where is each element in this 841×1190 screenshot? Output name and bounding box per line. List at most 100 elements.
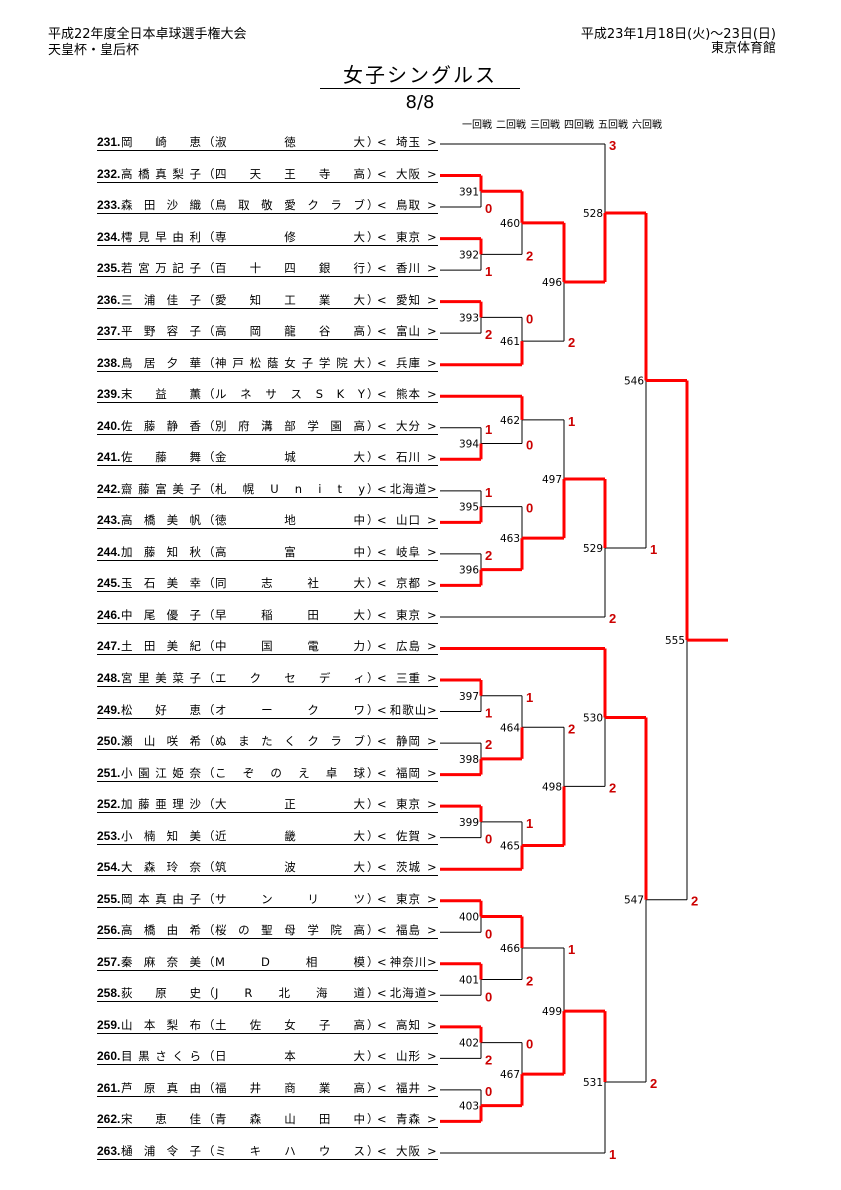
match-score: 0 [485, 926, 492, 941]
round-header: 五回戦 [598, 120, 628, 131]
bracket-open: < [377, 671, 387, 685]
player-prefecture: 大分 [396, 418, 420, 433]
bracket-close: > [427, 891, 437, 906]
player-prefecture: 岐阜 [396, 544, 420, 559]
player-prefecture: 大阪 [396, 166, 420, 181]
bracket-close: > [427, 355, 437, 370]
bracket-open: < [377, 324, 387, 339]
player-row: 248. 宮里美菜子（エクセディ） < 三重 > [97, 671, 438, 687]
match-score: 2 [650, 1076, 657, 1091]
player-row: 256. 高橋由希（桜の聖母学院高） < 福島 > [97, 923, 438, 940]
bracket-close: > [427, 1049, 437, 1064]
paren-open: （ [203, 734, 215, 749]
player-number: 256. [97, 923, 121, 938]
paren-open: （ [203, 576, 215, 591]
player-name: 土田美紀 [121, 639, 201, 654]
match-score: 1 [485, 706, 492, 721]
match-number: 466 [500, 943, 520, 955]
player-row: 246. 中尾優子（早稲田大） < 東京 > [97, 608, 438, 624]
player-row: 241. 佐藤舞（金城大） < 石川 > [97, 450, 438, 467]
bracket-open: < [377, 387, 387, 402]
bracket-close: > [427, 324, 437, 339]
paren-close: ） [367, 166, 379, 181]
bracket-open: < [377, 166, 387, 181]
player-prefecture: 鳥取 [396, 198, 420, 213]
match-number: 395 [459, 502, 479, 514]
player-number: 257. [97, 954, 121, 969]
event-title: 平成22年度全日本卓球選手権大会 [48, 27, 247, 42]
bracket-open: < [377, 828, 387, 843]
bracket-close: > [427, 860, 437, 875]
match-score: 0 [526, 501, 533, 516]
player-name: 大森玲奈 [121, 860, 201, 875]
player-affiliation: 筑波大 [215, 860, 365, 875]
paren-close: ） [367, 765, 379, 780]
match-score: 1 [568, 942, 575, 957]
player-name: 岡崎恵 [121, 135, 201, 149]
player-name: 秦麻奈美 [121, 954, 201, 969]
player-row: 251. 小園江姫奈（こぞのえ卓球） < 福岡 > [97, 766, 438, 782]
paren-close: ） [367, 1112, 379, 1127]
match-score: 2 [568, 335, 575, 350]
player-row: 250. 瀬山咲希（ぬまたくクラブ） < 静岡 > [97, 734, 438, 751]
bracket-open: < [377, 1017, 387, 1032]
player-affiliation: 愛知工業大 [215, 292, 365, 307]
match-score: 1 [609, 1147, 616, 1162]
player-row: 232. 高橋真梨子（四天王寺高） < 大阪 > [97, 167, 438, 183]
bracket-close: > [427, 544, 437, 559]
paren-open: （ [203, 860, 215, 875]
player-row: 249. 松好恵（オークワ） < 和歌山 > [97, 703, 438, 719]
bracket-open: < [377, 481, 387, 496]
match-score: 0 [485, 1084, 492, 1099]
player-affiliation: 青森山田中 [215, 1112, 365, 1127]
paren-open: （ [203, 1049, 215, 1064]
player-name: 平野容子 [121, 324, 201, 339]
bracket-open: < [377, 923, 387, 938]
player-number: 262. [97, 1112, 121, 1127]
player-name: 鳥居夕華 [121, 355, 201, 370]
player-number: 260. [97, 1049, 121, 1064]
bracket-open: < [377, 860, 387, 875]
match-number: 467 [500, 1069, 520, 1081]
player-name: 中尾優子 [121, 607, 201, 622]
bracket-open: < [377, 765, 387, 780]
player-name: 樋浦令子 [121, 1143, 201, 1158]
player-affiliation: 高富中 [215, 544, 365, 559]
paren-close: ） [367, 513, 379, 528]
player-affiliation: 淑徳大 [215, 135, 365, 149]
player-prefecture: 愛知 [396, 292, 420, 307]
match-number: 546 [624, 375, 644, 387]
bracket-close: > [427, 923, 437, 938]
player-row: 262. 宋恵佳（青森山田中） < 青森 > [97, 1112, 438, 1129]
player-row: 240. 佐藤静香（別府溝部学園高） < 大分 > [97, 419, 438, 435]
match-score: 1 [568, 414, 575, 429]
player-row: 254. 大森玲奈（筑波大） < 茨城 > [97, 860, 438, 877]
player-name: 玉石美幸 [121, 576, 201, 591]
player-affiliation: 桜の聖母学院高 [215, 923, 365, 938]
player-row: 244. 加藤知秋（高富中） < 岐阜 > [97, 545, 438, 561]
player-row: 263. 樋浦令子（ミキハウス） < 大阪 > [97, 1144, 438, 1160]
player-prefecture: 兵庫 [396, 355, 420, 370]
bracket-open: < [377, 418, 387, 433]
paren-close: ） [367, 450, 379, 465]
player-name: 山本梨布 [121, 1017, 201, 1032]
bracket-close: > [427, 1112, 437, 1127]
paren-open: （ [203, 355, 215, 370]
player-prefecture: 三重 [396, 671, 420, 685]
paren-open: （ [203, 1017, 215, 1032]
match-number: 547 [624, 895, 644, 907]
player-row: 234. 樗見早由利（専修大） < 東京 > [97, 230, 438, 246]
player-name: 岡本真由子 [121, 891, 201, 906]
player-number: 241. [97, 450, 121, 465]
match-number: 497 [542, 474, 562, 486]
paren-open: （ [203, 418, 215, 433]
match-number: 392 [459, 249, 479, 261]
match-number: 462 [500, 415, 520, 427]
bracket-close: > [427, 166, 437, 181]
paren-open: （ [203, 828, 215, 843]
player-number: 253. [97, 828, 121, 843]
paren-close: ） [367, 734, 379, 749]
match-number: 464 [500, 722, 520, 734]
bracket-close: > [427, 734, 437, 749]
